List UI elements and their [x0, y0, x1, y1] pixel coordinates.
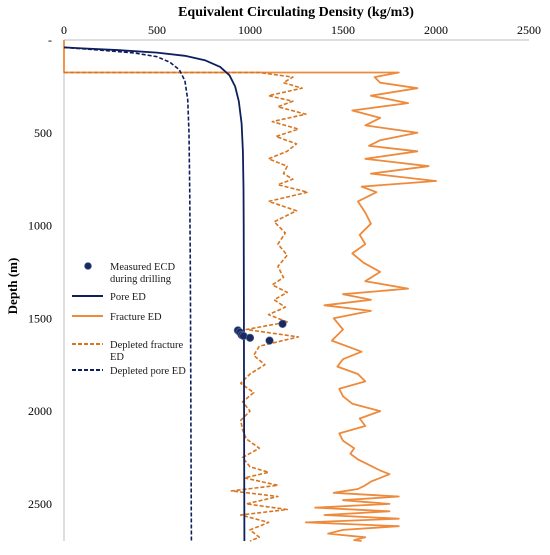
legend-label-line: Pore ED — [110, 292, 146, 303]
y-tick-label: 2500 — [28, 497, 52, 511]
pore-ed-line — [63, 46, 246, 542]
legend-label-line: ED — [110, 352, 124, 363]
y-tick-label: 1500 — [28, 311, 52, 325]
legend-label-line: during drilling — [110, 274, 172, 285]
legend-label-depleted-fracture-ed: Depleted fracture ED — [110, 340, 184, 363]
x-axis-ticks: 0 500 1000 1500 2000 2500 — [61, 23, 541, 37]
depleted-fracture-ed-line — [64, 71, 309, 542]
chart-title: Equivalent Circulating Density (kg/m3) — [178, 5, 414, 20]
y-tick-label: 1000 — [28, 219, 52, 233]
legend-label-depleted-pore-ed: Depleted pore ED — [110, 366, 186, 377]
y-axis-ticks: - 500 1000 1500 2000 2500 — [28, 33, 52, 511]
legend: Measured ECD during drilling Pore ED Fractu… — [72, 262, 186, 377]
plot-frame — [63, 39, 529, 541]
x-tick-label: 1500 — [331, 23, 355, 37]
fracture-ed-line — [63, 40, 437, 542]
measured-ecd-point — [245, 333, 255, 342]
depleted-pore-ed-line — [63, 46, 193, 542]
legend-marker-measured-ecd-during-drilling — [84, 262, 92, 270]
measured-ecd-point — [278, 319, 287, 329]
measured-ecd-point — [265, 336, 274, 345]
x-tick-label: 2000 — [424, 23, 448, 37]
legend-label-pore-ed: Pore ED — [110, 292, 146, 303]
legend-label-measured-ecd-during-drilling: Measured ECD during drilling — [110, 262, 175, 285]
x-tick-label: 1000 — [238, 23, 262, 37]
y-tick-label: 500 — [34, 126, 52, 140]
x-tick-label: 2500 — [517, 23, 541, 37]
x-tick-label: 0 — [61, 23, 67, 37]
legend-label-line: Measured ECD — [110, 262, 175, 273]
y-tick-label: - — [48, 33, 52, 47]
legend-label-line: Depleted pore ED — [110, 366, 186, 377]
legend-label-line: Depleted fracture — [110, 340, 184, 351]
y-axis-label: Depth (m) — [5, 258, 20, 315]
x-tick-label: 500 — [148, 23, 166, 37]
series-layer — [63, 40, 437, 542]
legend-label-line: Fracture ED — [110, 312, 162, 323]
y-tick-label: 2000 — [28, 404, 52, 418]
legend-label-fracture-ed: Fracture ED — [110, 312, 162, 323]
